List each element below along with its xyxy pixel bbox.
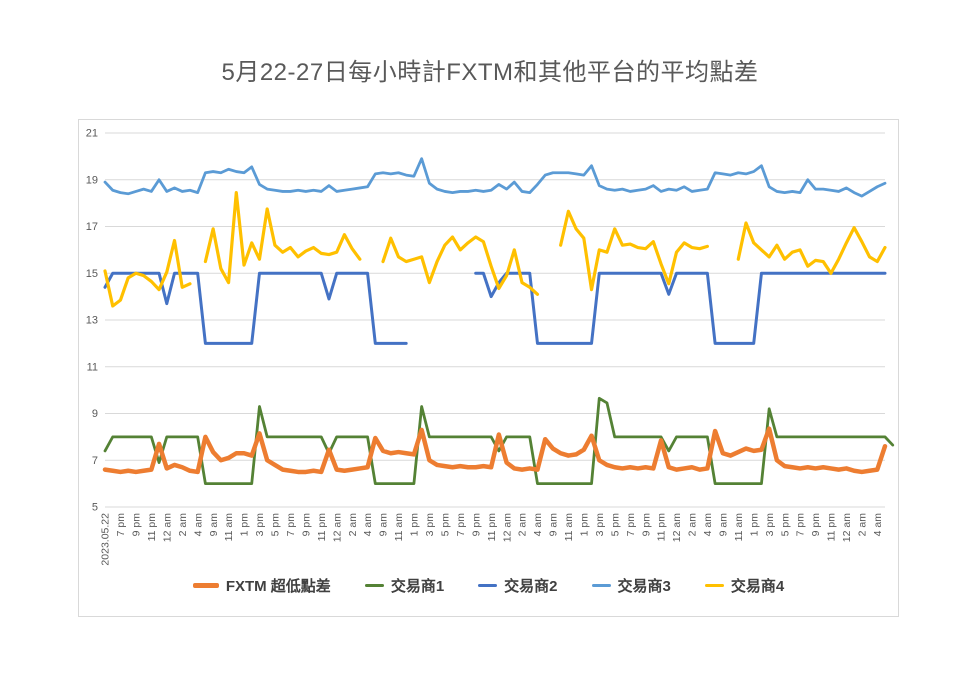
chart-card: 21 19 17 15 13 11 9 7 5 2023.05.22 7 pm 9 pm 11 pm 12…: [78, 119, 899, 617]
x-tick-label: 12 am: [331, 513, 343, 542]
x-tick-label: 2 am: [517, 513, 529, 537]
x-tick-label: 3 pm: [254, 513, 266, 537]
x-tick-label: 3 pm: [424, 513, 436, 537]
x-tick-label: 5 pm: [609, 513, 621, 537]
y-tick-label: 21: [86, 128, 98, 140]
legend-label-3: 交易商3: [617, 578, 671, 595]
legend-item-1: 交易商1: [364, 575, 445, 596]
x-tick-label: 9 pm: [470, 513, 482, 537]
x-tick-label: 9 pm: [131, 513, 143, 537]
series-line-4: [103, 238, 192, 308]
series-line-1: [103, 396, 895, 486]
x-tick-label: 1 pm: [239, 513, 251, 537]
x-tick-label: 11 am: [393, 513, 405, 542]
x-tick-label: 7 pm: [625, 513, 637, 537]
x-tick-label: 9 pm: [300, 513, 312, 537]
series-line-4: [736, 221, 887, 275]
series-line-2: [474, 271, 887, 345]
x-tick-label: 1 pm: [748, 513, 760, 537]
legend-item-4: 交易商4: [704, 575, 785, 596]
series-line-2: [103, 271, 408, 345]
legend-item-2: 交易商2: [478, 575, 558, 596]
x-tick-label: 4 am: [702, 513, 714, 537]
x-tick-label: 7 pm: [455, 513, 467, 537]
x-tick-label: 7 pm: [795, 513, 807, 537]
x-tick-label: 9 am: [378, 513, 390, 537]
x-tick-label: 9 am: [717, 513, 729, 537]
y-tick-label: 13: [86, 315, 98, 327]
y-tick-label: 5: [92, 502, 98, 514]
y-tick-label: 19: [86, 174, 98, 186]
x-tick-label: 11 am: [733, 513, 745, 542]
x-tick-label: 11 am: [223, 513, 235, 542]
legend-item-3: 交易商3: [591, 575, 671, 596]
x-tick-label: 5 pm: [439, 513, 451, 537]
x-tick-label: 2023.05.22: [100, 513, 112, 566]
x-tick-label: 9 am: [548, 513, 560, 537]
x-tick-label: 12 am: [161, 513, 173, 542]
legend-label-0: FXTM 超低點差: [225, 578, 331, 595]
legend-label-2: 交易商2: [504, 578, 558, 595]
y-tick-label: 15: [86, 268, 98, 280]
x-tick-label: 9 am: [208, 513, 220, 537]
x-tick-label: 4 am: [532, 513, 544, 537]
x-tick-label: 1 pm: [409, 513, 421, 537]
x-tick-label: 2 am: [347, 513, 359, 537]
legend-swatch-3: [591, 583, 611, 588]
x-tick-label: 1 pm: [578, 513, 590, 537]
x-tick-label: 7 pm: [115, 513, 127, 537]
x-tick-label: 2 am: [857, 513, 869, 537]
x-tick-label: 3 pm: [764, 513, 776, 537]
x-tick-label: 4 am: [872, 513, 884, 537]
x-tick-label: 11 pm: [826, 513, 838, 542]
x-tick-label: 5 pm: [270, 513, 282, 537]
x-tick-label: 5 pm: [779, 513, 791, 537]
series-line-4: [381, 235, 540, 296]
x-tick-label: 11 pm: [486, 513, 498, 542]
x-tick-label: 9 pm: [640, 513, 652, 537]
legend-label-4: 交易商4: [730, 578, 785, 595]
legend: FXTM 超低點差 交易商1 交易商2 交易商3 交易商4: [79, 575, 898, 596]
chart-title: 5月22-27日每小時計FXTM和其他平台的平均點差: [221, 59, 759, 86]
x-tick-label: 2 am: [687, 513, 699, 537]
legend-swatch-0: [192, 583, 219, 588]
legend-swatch-4: [704, 583, 724, 588]
series-line-4: [559, 209, 709, 292]
x-tick-label: 4 am: [362, 513, 374, 537]
x-tick-label: 11 pm: [146, 513, 158, 542]
x-tick-label: 11 pm: [316, 513, 328, 542]
x-tick-label: 11 am: [563, 513, 575, 542]
legend-item-0: FXTM 超低點差: [192, 575, 331, 596]
x-tick-label: 4 am: [192, 513, 204, 537]
x-tick-label: 12 am: [841, 513, 853, 542]
legend-swatch-2: [478, 583, 498, 588]
series-line-4: [203, 191, 362, 285]
y-tick-label: 17: [86, 221, 98, 233]
series-line-0: [102, 426, 888, 475]
x-tick-label: 12 am: [671, 513, 683, 542]
y-tick-label: 9: [92, 408, 98, 420]
legend-swatch-1: [364, 583, 384, 588]
x-tick-label: 12 am: [501, 513, 513, 542]
x-tick-label: 7 pm: [285, 513, 297, 537]
y-tick-label: 7: [92, 455, 98, 467]
x-tick-label: 9 pm: [810, 513, 822, 537]
x-tick-label: 2 am: [177, 513, 189, 537]
series-line-3: [103, 157, 887, 198]
x-tick-label: 3 pm: [594, 513, 606, 537]
x-tick-label: 11 pm: [656, 513, 668, 542]
y-tick-label: 11: [87, 361, 98, 373]
legend-label-1: 交易商1: [390, 578, 445, 595]
